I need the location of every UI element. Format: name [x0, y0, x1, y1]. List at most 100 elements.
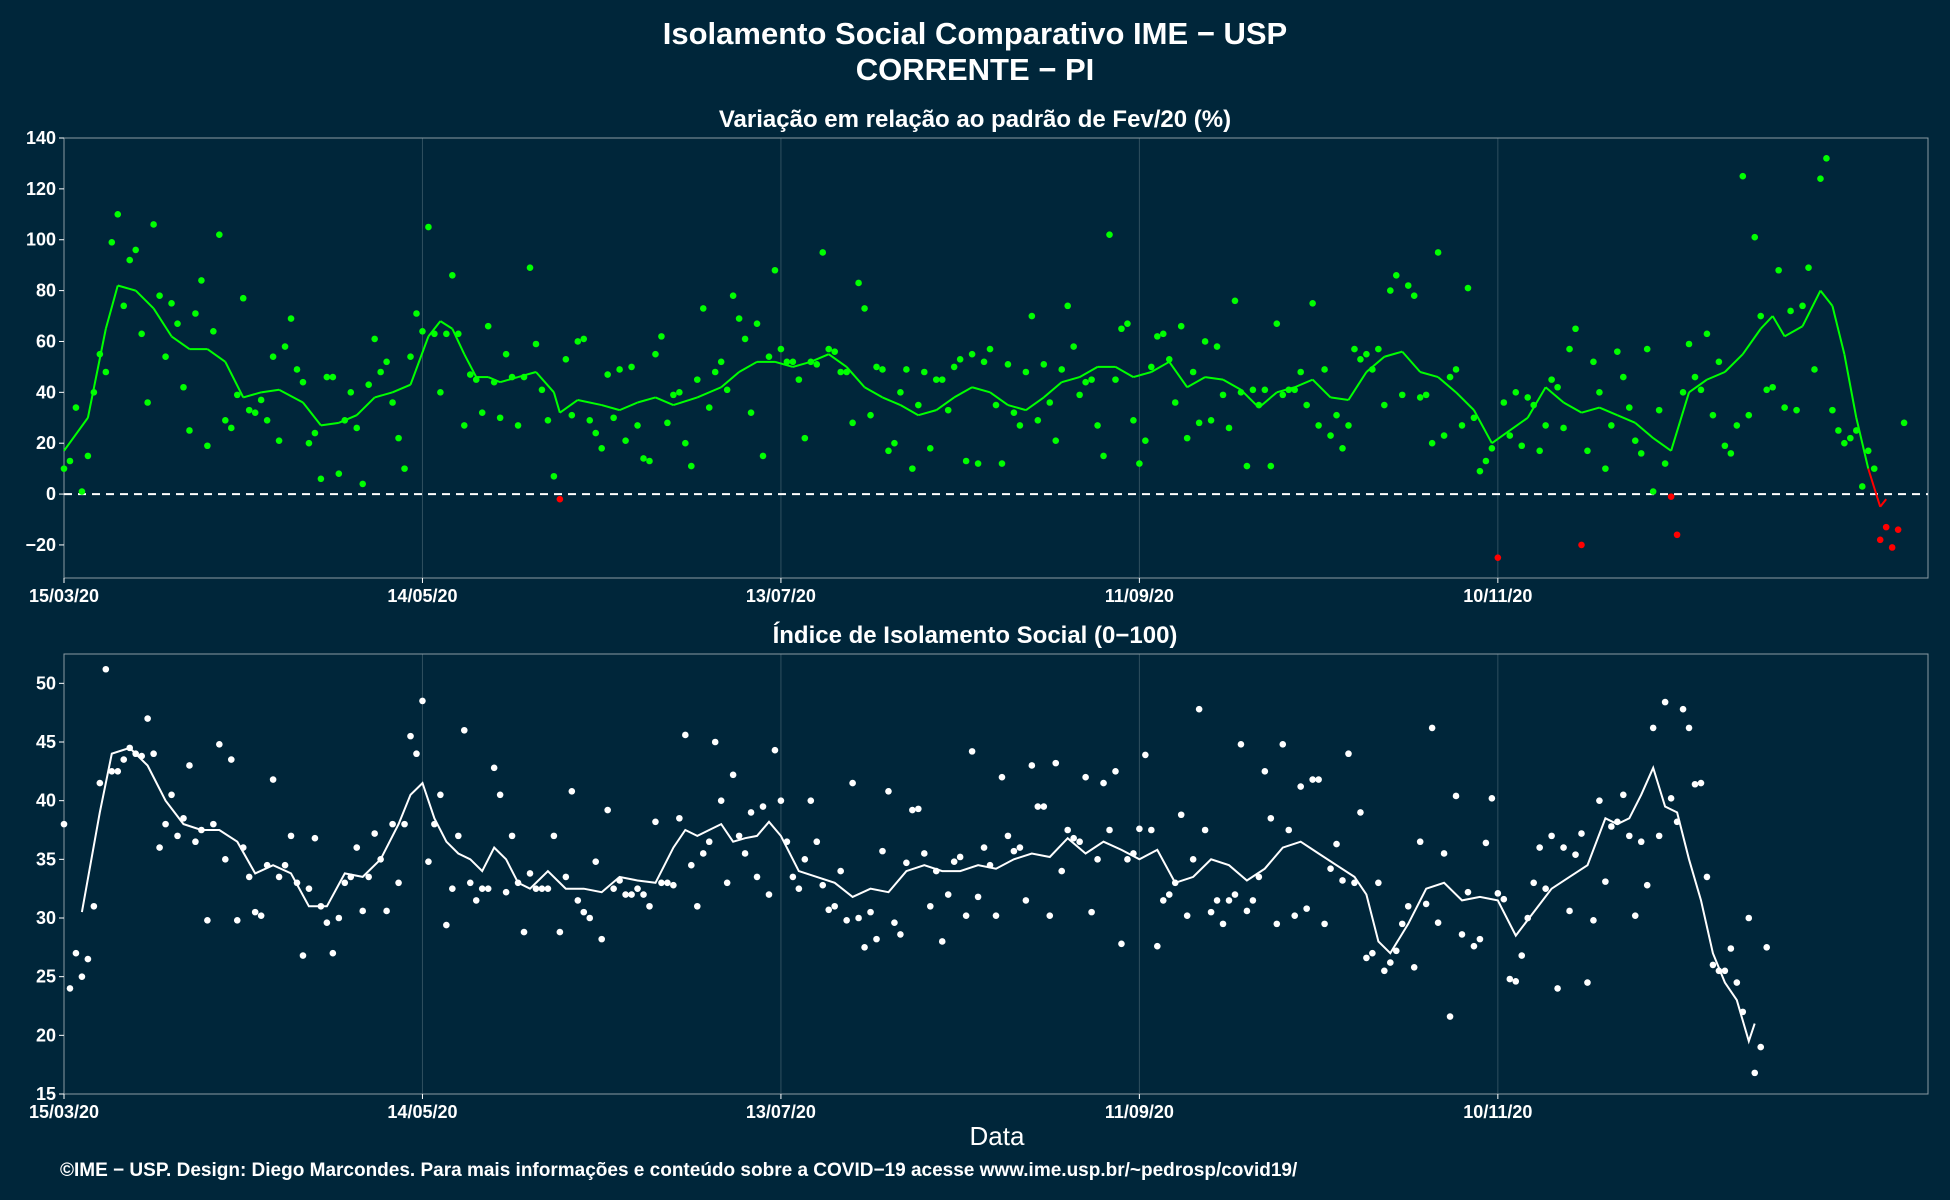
data-point — [771, 266, 779, 274]
data-point — [210, 820, 217, 828]
data-point — [1536, 844, 1543, 851]
data-point — [1369, 949, 1376, 957]
data-point — [1643, 881, 1651, 889]
data-point — [1088, 908, 1095, 916]
data-point — [210, 327, 217, 335]
y-tick-label: 15 — [36, 1084, 56, 1104]
data-point — [227, 756, 235, 763]
moving-average-segment — [637, 396, 656, 404]
data-point — [1673, 818, 1681, 826]
data-point — [1476, 935, 1484, 943]
data-point — [1207, 417, 1215, 424]
data-point — [891, 919, 898, 926]
moving-average-segment — [953, 386, 973, 399]
data-point — [138, 752, 145, 760]
data-point — [1727, 450, 1735, 457]
data-point — [1584, 979, 1591, 986]
data-point — [192, 838, 199, 846]
data-point — [1614, 818, 1621, 826]
data-point — [1446, 1013, 1454, 1020]
data-point — [1763, 386, 1770, 394]
data-point — [711, 368, 719, 376]
data-point — [1351, 345, 1358, 353]
data-point — [1512, 389, 1520, 396]
data-point — [1751, 1069, 1759, 1077]
data-point — [1154, 942, 1161, 950]
moving-average-segment — [134, 289, 155, 310]
data-point — [1482, 839, 1490, 847]
moving-average-segment — [577, 398, 602, 407]
data-point — [532, 340, 540, 348]
data-point — [622, 891, 629, 898]
data-point — [777, 345, 785, 353]
data-point — [407, 353, 414, 361]
data-point — [1040, 361, 1048, 368]
data-point — [353, 844, 361, 851]
data-point — [1440, 850, 1448, 857]
data-point — [395, 879, 402, 887]
data-point — [1201, 826, 1209, 834]
data-point — [1596, 797, 1603, 804]
data-point — [1297, 368, 1304, 376]
data-point — [956, 355, 964, 363]
data-point — [777, 797, 785, 804]
data-point — [1261, 386, 1269, 394]
data-point — [1769, 383, 1776, 391]
data-point — [1159, 897, 1167, 904]
moving-average-segment — [1759, 315, 1774, 330]
data-point — [156, 844, 163, 851]
data-point — [1130, 850, 1137, 857]
data-point — [293, 879, 301, 887]
data-point — [1500, 895, 1508, 903]
moving-average-segment — [86, 328, 107, 418]
moving-average-segment — [1652, 437, 1672, 452]
data-point — [968, 350, 976, 358]
data-point — [1524, 914, 1532, 922]
data-point — [1482, 457, 1490, 465]
data-point — [1339, 877, 1346, 884]
y-tick-label: 25 — [36, 967, 56, 987]
data-point — [992, 912, 1000, 919]
data-point — [921, 850, 928, 857]
data-point — [377, 856, 384, 863]
data-point — [389, 820, 396, 828]
data-point — [251, 908, 259, 916]
data-point — [1500, 399, 1508, 406]
data-point — [831, 348, 838, 355]
data-point — [1739, 172, 1747, 180]
data-point — [789, 873, 797, 881]
data-point — [413, 750, 420, 758]
moving-average-segment — [152, 307, 173, 337]
data-point — [1715, 967, 1723, 975]
data-point — [1512, 978, 1520, 985]
data-point — [263, 861, 271, 869]
data-point — [1542, 885, 1549, 892]
moving-average-line — [80, 746, 1756, 1045]
data-point — [1751, 233, 1759, 241]
data-point — [670, 881, 677, 889]
data-point — [1763, 944, 1770, 951]
y-tick-label: −20 — [25, 535, 56, 555]
data-point — [735, 315, 743, 322]
data-point — [556, 495, 564, 503]
data-point — [1177, 811, 1185, 819]
data-point — [1721, 967, 1729, 975]
moving-average-segment — [1079, 366, 1099, 378]
data-point — [1655, 406, 1663, 414]
data-point — [538, 386, 546, 394]
data-point — [926, 444, 934, 452]
data-point — [556, 928, 564, 936]
data-point — [60, 465, 68, 472]
data-point — [1637, 838, 1645, 846]
data-point — [365, 873, 372, 881]
data-point — [1357, 809, 1364, 816]
data-point — [885, 447, 892, 455]
data-point — [1590, 358, 1597, 366]
data-point — [682, 439, 689, 447]
data-point — [1261, 768, 1269, 775]
data-point — [407, 732, 414, 740]
data-point — [484, 885, 492, 892]
data-point — [275, 873, 283, 881]
data-point — [156, 292, 163, 299]
data-point — [1375, 879, 1382, 887]
